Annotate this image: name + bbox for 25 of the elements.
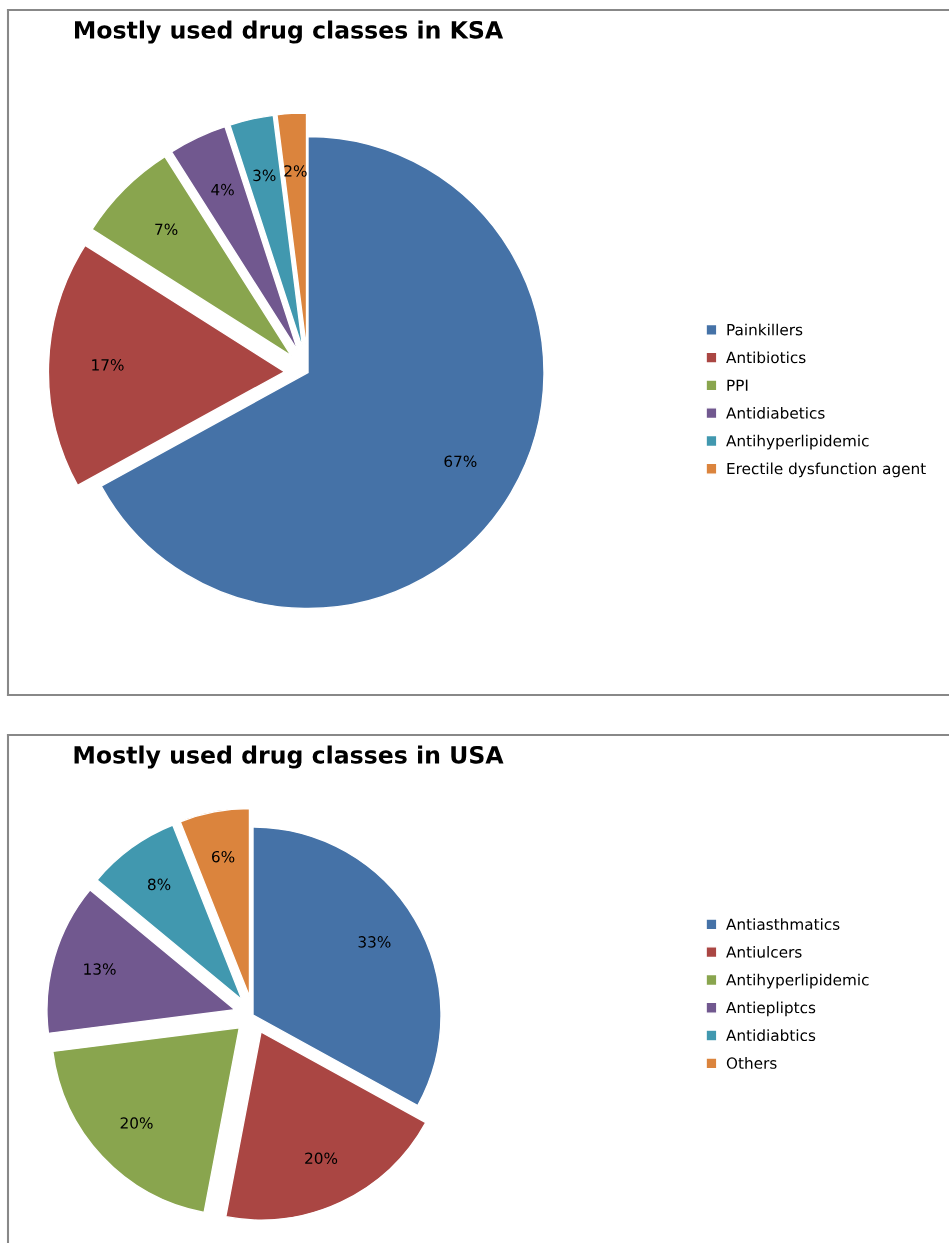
legend-label: Antihyperlipidemic	[726, 434, 869, 450]
legend-label: Antidiabtics	[726, 1029, 816, 1042]
data-label: 13%	[84, 963, 116, 975]
data-label: 8%	[147, 878, 171, 891]
legend-label: Antiasthmatics	[726, 918, 840, 930]
data-label: 7%	[155, 223, 178, 236]
legend-label: Antiulcers	[726, 945, 802, 958]
legend-label: Antiepliptcs	[726, 1001, 816, 1017]
legend-label: Painkillers	[727, 323, 803, 336]
data-label: 67%	[444, 455, 477, 468]
data-label: 33%	[358, 936, 391, 948]
data-label: 17%	[92, 359, 124, 371]
legend-label: Erectile dysfunction agent	[727, 462, 926, 478]
chart-title: Mostly used drug classes in KSA	[75, 20, 504, 44]
legend-label: Antihyperlipidemic	[726, 973, 869, 989]
data-label: 20%	[120, 1117, 153, 1129]
legend-label: Antibiotics	[726, 351, 806, 364]
legend-label: Others	[726, 1057, 777, 1069]
chart-title: Mostly used drug classes in USA	[74, 745, 504, 769]
data-label: 4%	[211, 183, 234, 196]
legend-label: PPI	[727, 379, 748, 391]
legend-label: Antidiabetics	[726, 406, 825, 419]
data-label: 20%	[305, 1152, 338, 1165]
data-label: 3%	[253, 169, 276, 182]
data-label: 6%	[212, 850, 235, 863]
